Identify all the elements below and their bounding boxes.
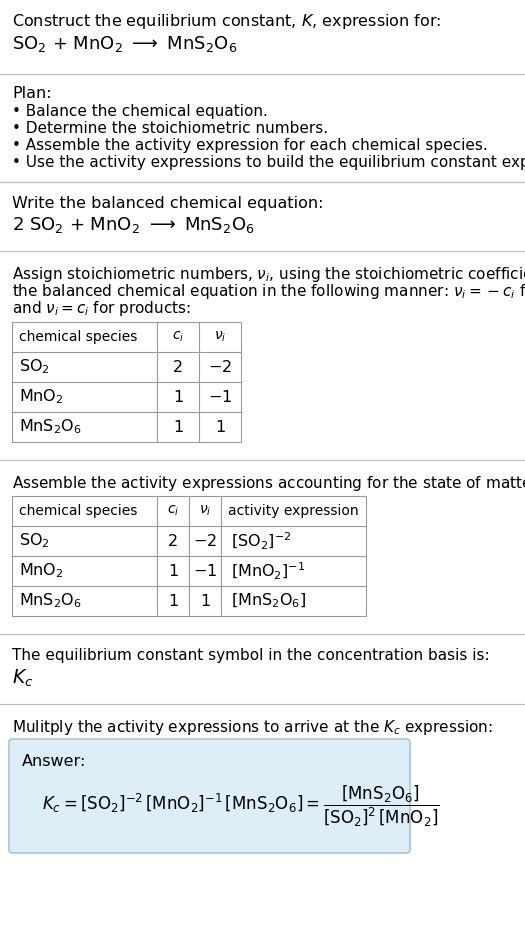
Text: [SO$_2$]$^{-2}$: [SO$_2$]$^{-2}$: [231, 531, 291, 552]
Text: Construct the equilibrium constant, $K$, expression for:: Construct the equilibrium constant, $K$,…: [12, 12, 442, 31]
Text: $-1$: $-1$: [193, 563, 217, 579]
FancyBboxPatch shape: [9, 739, 410, 853]
Text: $c_i$: $c_i$: [172, 330, 184, 345]
Text: MnO$_2$: MnO$_2$: [19, 561, 64, 580]
Text: Write the balanced chemical equation:: Write the balanced chemical equation:: [12, 196, 323, 211]
Text: activity expression: activity expression: [228, 504, 359, 518]
Text: $-2$: $-2$: [193, 533, 217, 549]
Text: Plan:: Plan:: [12, 86, 51, 101]
Text: MnS$_2$O$_6$: MnS$_2$O$_6$: [19, 417, 82, 436]
Text: $c_i$: $c_i$: [167, 503, 179, 518]
Text: $\nu_i$: $\nu_i$: [199, 503, 211, 518]
Text: • Assemble the activity expression for each chemical species.: • Assemble the activity expression for e…: [12, 138, 488, 153]
Text: Assign stoichiometric numbers, $\nu_i$, using the stoichiometric coefficients, $: Assign stoichiometric numbers, $\nu_i$, …: [12, 265, 525, 284]
Text: $\nu_i$: $\nu_i$: [214, 330, 226, 345]
Text: SO$_2$ + MnO$_2$ $\longrightarrow$ MnS$_2$O$_6$: SO$_2$ + MnO$_2$ $\longrightarrow$ MnS$_…: [12, 34, 237, 54]
Text: [MnS$_2$O$_6$]: [MnS$_2$O$_6$]: [231, 592, 306, 610]
Text: 1: 1: [173, 419, 183, 434]
Text: chemical species: chemical species: [19, 504, 138, 518]
Text: $K_c = [\mathrm{SO_2}]^{-2} \, [\mathrm{MnO_2}]^{-1} \, [\mathrm{MnS_2O_6}] = \d: $K_c = [\mathrm{SO_2}]^{-2} \, [\mathrm{…: [42, 784, 439, 829]
Text: and $\nu_i = c_i$ for products:: and $\nu_i = c_i$ for products:: [12, 299, 191, 318]
Text: Answer:: Answer:: [22, 754, 87, 769]
Text: [MnO$_2$]$^{-1}$: [MnO$_2$]$^{-1}$: [231, 560, 305, 582]
Text: $-2$: $-2$: [208, 359, 232, 375]
Text: $-1$: $-1$: [208, 389, 232, 405]
Bar: [12, 322, 241, 442]
Text: 1: 1: [168, 593, 178, 608]
Text: • Balance the chemical equation.: • Balance the chemical equation.: [12, 104, 268, 119]
Text: MnS$_2$O$_6$: MnS$_2$O$_6$: [19, 591, 82, 610]
Text: 2: 2: [173, 360, 183, 375]
Text: SO$_2$: SO$_2$: [19, 531, 50, 550]
Text: 2 SO$_2$ + MnO$_2$ $\longrightarrow$ MnS$_2$O$_6$: 2 SO$_2$ + MnO$_2$ $\longrightarrow$ MnS…: [12, 215, 255, 235]
Text: • Use the activity expressions to build the equilibrium constant expression.: • Use the activity expressions to build …: [12, 155, 525, 170]
Text: SO$_2$: SO$_2$: [19, 358, 50, 376]
Text: 1: 1: [200, 593, 210, 608]
Text: Assemble the activity expressions accounting for the state of matter and $\nu_i$: Assemble the activity expressions accoun…: [12, 474, 525, 493]
Text: 1: 1: [215, 419, 225, 434]
Bar: [12, 496, 366, 616]
Text: chemical species: chemical species: [19, 330, 138, 344]
Text: The equilibrium constant symbol in the concentration basis is:: The equilibrium constant symbol in the c…: [12, 648, 490, 663]
Text: 1: 1: [173, 389, 183, 404]
Text: MnO$_2$: MnO$_2$: [19, 388, 64, 406]
Text: the balanced chemical equation in the following manner: $\nu_i = -c_i$ for react: the balanced chemical equation in the fo…: [12, 282, 525, 301]
Text: 2: 2: [168, 533, 178, 548]
Text: Mulitply the activity expressions to arrive at the $K_c$ expression:: Mulitply the activity expressions to arr…: [12, 718, 492, 737]
Text: • Determine the stoichiometric numbers.: • Determine the stoichiometric numbers.: [12, 121, 328, 136]
Text: $K_c$: $K_c$: [12, 668, 33, 689]
Text: 1: 1: [168, 563, 178, 578]
